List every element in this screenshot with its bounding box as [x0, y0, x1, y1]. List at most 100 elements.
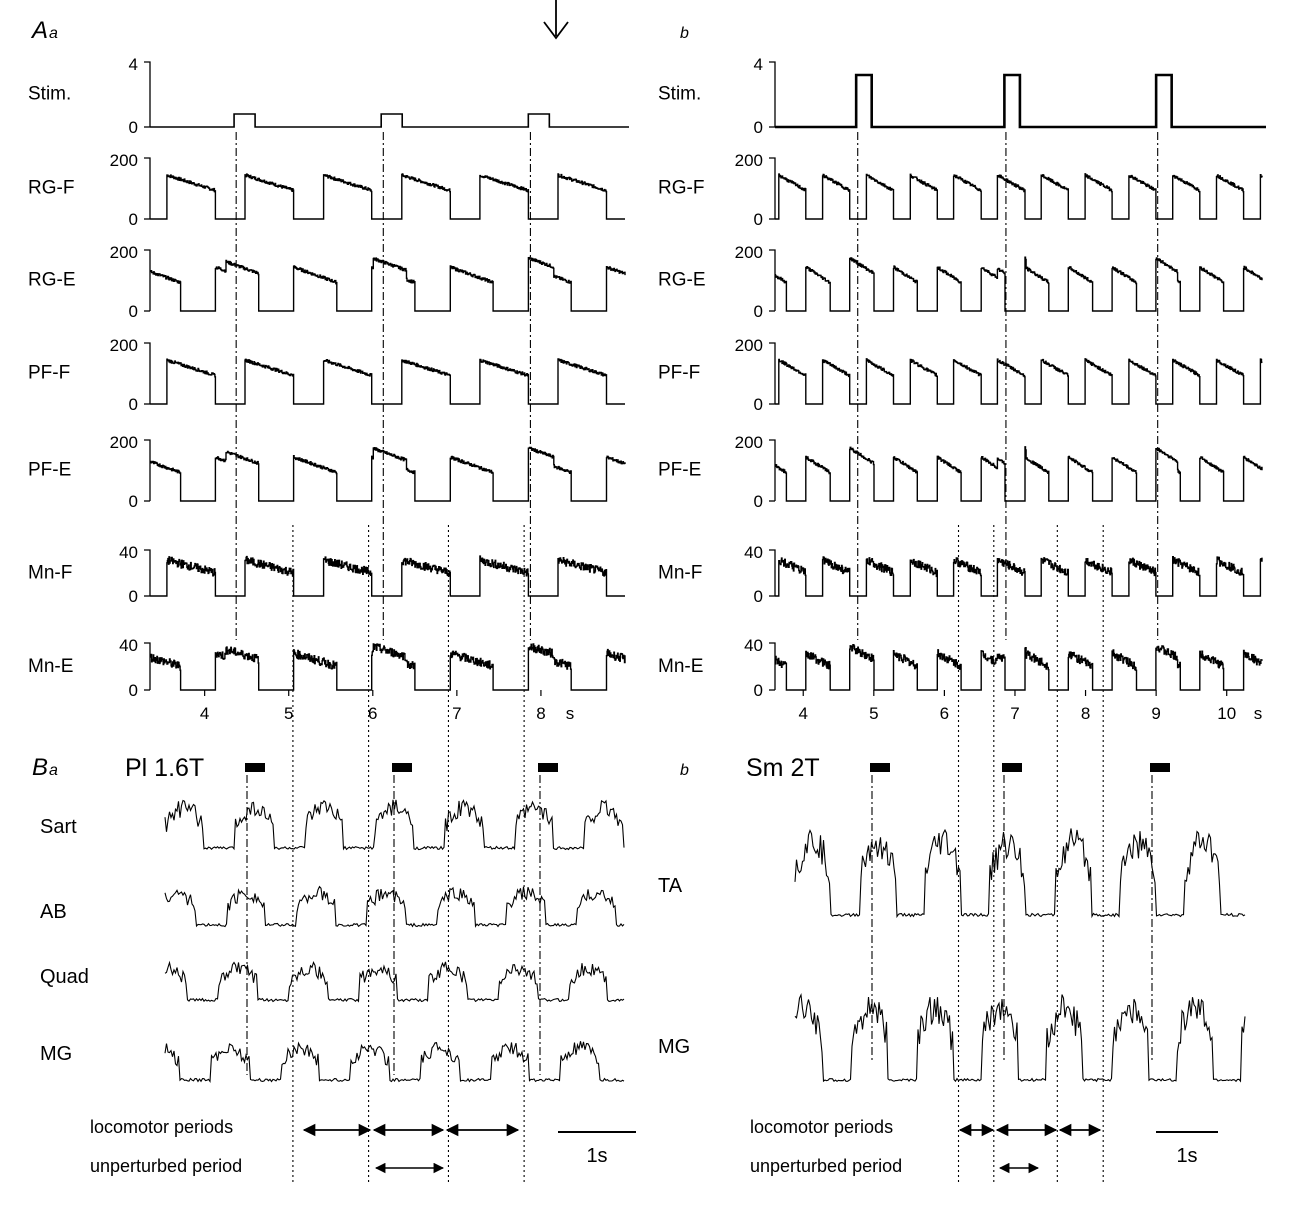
signal-trace — [774, 256, 1263, 312]
y-tick-label: 4 — [754, 55, 763, 74]
signal-trace — [774, 446, 1263, 502]
trace-label: Mn-F — [658, 563, 702, 584]
trace-rg-f: RG-F 200 0 — [28, 151, 625, 229]
x-axis-unit: s — [566, 704, 575, 723]
emg-trace-label: MG — [40, 1043, 72, 1065]
trace-label: PF-E — [28, 459, 71, 480]
trace-stim-: Stim. 4 0 — [658, 55, 1266, 137]
trace-mn-e: Mn-E 40 0 — [28, 636, 626, 700]
y-tick-label: 0 — [754, 302, 763, 321]
signal-trace — [775, 556, 1263, 597]
y-tick-label: 0 — [129, 118, 138, 137]
emg-trace-mg: MG — [40, 1041, 625, 1083]
stimulus-bar — [870, 763, 890, 772]
x-tick-label: 4 — [200, 704, 209, 723]
x-axis: 4 5 6 7 8 s — [200, 690, 574, 723]
trace-label: PF-E — [658, 459, 701, 480]
signal-trace — [150, 358, 625, 405]
x-tick-label: 8 — [536, 704, 545, 723]
emg-signal — [164, 799, 625, 851]
y-tick-label: 40 — [744, 636, 763, 655]
y-axis — [144, 342, 151, 404]
x-tick-label: 7 — [1010, 704, 1019, 723]
y-tick-label: 40 — [119, 543, 138, 562]
emg-trace-label: Quad — [40, 966, 89, 988]
trace-label: RG-E — [28, 269, 76, 290]
unperturbed-period-label: unperturbed period — [90, 1156, 242, 1176]
scale-bar-label: 1s — [586, 1145, 607, 1167]
trace-pf-f: PF-F 200 0 — [658, 336, 1263, 414]
stim-trace — [150, 113, 629, 128]
trace-label: Stim. — [28, 83, 71, 104]
emg-trace-quad: Quad — [40, 960, 625, 1003]
panel-Ab-label: b — [680, 25, 689, 42]
trace-label: Stim. — [658, 83, 701, 104]
y-tick-label: 0 — [754, 210, 763, 229]
y-tick-label: 0 — [754, 395, 763, 414]
stimulus-bar — [1002, 763, 1022, 772]
emg-trace-ta: TA — [658, 828, 1246, 919]
y-tick-label: 200 — [110, 336, 138, 355]
trace-rg-e: RG-E 200 0 — [658, 243, 1263, 321]
panel-Ab-model-traces: Stim.40RG-F2000RG-E2000PF-F2000PF-E2000M… — [658, 55, 1266, 1185]
y-axis — [769, 642, 776, 690]
y-tick-label: 200 — [735, 336, 763, 355]
signal-trace — [150, 173, 625, 220]
y-tick-label: 0 — [129, 395, 138, 414]
stimulus-bar — [245, 763, 265, 772]
trace-rg-f: RG-F 200 0 — [658, 151, 1263, 229]
trace-label: RG-F — [28, 177, 74, 198]
panel-Aa-model-traces: Stim.40RG-F2000RG-E2000PF-F2000PF-E2000M… — [28, 55, 629, 1185]
y-tick-label: 0 — [129, 681, 138, 700]
y-tick-label: 40 — [119, 636, 138, 655]
emg-trace-sart: Sart — [40, 799, 625, 851]
x-tick-label: 6 — [940, 704, 949, 723]
x-axis-unit: s — [1254, 704, 1263, 723]
y-tick-label: 200 — [110, 433, 138, 452]
trace-pf-e: PF-E 200 0 — [658, 433, 1263, 511]
signal-trace — [149, 256, 626, 312]
x-tick-label: 4 — [798, 704, 807, 723]
scale-bar-label: 1s — [1176, 1145, 1197, 1167]
y-tick-label: 200 — [110, 151, 138, 170]
emg-signal — [794, 828, 1246, 919]
signal-trace — [149, 643, 626, 691]
emg-trace-label: AB — [40, 901, 67, 923]
y-tick-label: 0 — [129, 210, 138, 229]
panel-B-label: Ba — [32, 754, 58, 781]
emg-trace-ab: AB — [40, 885, 625, 928]
y-tick-label: 0 — [754, 587, 763, 606]
x-tick-label: 5 — [869, 704, 878, 723]
signal-trace — [775, 358, 1263, 405]
y-tick-label: 200 — [735, 151, 763, 170]
y-axis — [144, 439, 151, 501]
trace-label: Mn-E — [658, 656, 703, 677]
panel-Bb-label: b — [680, 762, 689, 779]
trace-mn-f: Mn-F 40 0 — [658, 543, 1263, 606]
trace-pf-e: PF-E 200 0 — [28, 433, 626, 511]
emg-signal — [164, 960, 625, 1003]
emg-trace-label: TA — [658, 875, 683, 897]
y-axis — [144, 642, 151, 690]
x-tick-label: 5 — [284, 704, 293, 723]
y-tick-label: 0 — [129, 587, 138, 606]
trace-label: Mn-E — [28, 656, 73, 677]
y-axis — [769, 157, 776, 219]
y-tick-label: 0 — [129, 302, 138, 321]
stimulus-label: Pl 1.6T — [125, 754, 204, 782]
y-axis — [144, 549, 151, 596]
y-tick-label: 0 — [754, 118, 763, 137]
y-axis — [144, 249, 151, 311]
stimulus-bar — [1150, 763, 1170, 772]
trace-label: Mn-F — [28, 563, 72, 584]
y-tick-label: 0 — [754, 492, 763, 511]
stimulus-label: Sm 2T — [746, 754, 820, 782]
x-tick-label: 9 — [1151, 704, 1160, 723]
signal-trace — [774, 644, 1263, 691]
y-axis — [769, 439, 776, 501]
stimulus-bar — [538, 763, 558, 772]
trace-label: RG-F — [658, 177, 704, 198]
trace-rg-e: RG-E 200 0 — [28, 243, 626, 321]
y-axis — [769, 249, 776, 311]
